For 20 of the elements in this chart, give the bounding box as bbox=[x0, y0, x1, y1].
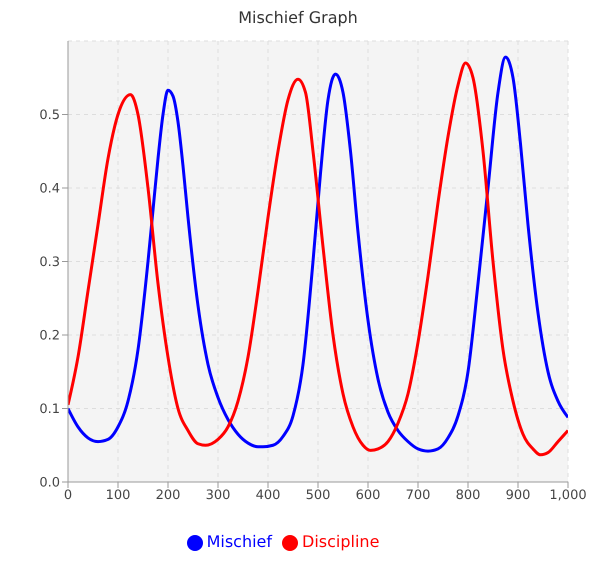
x-tick-label: 900 bbox=[506, 488, 530, 504]
x-tick-label: 700 bbox=[406, 488, 430, 504]
x-tick-label: 1,000 bbox=[549, 488, 587, 504]
x-tick-label: 300 bbox=[206, 488, 230, 504]
x-tick-label: 100 bbox=[106, 488, 130, 504]
y-tick-label: 0.1 bbox=[39, 402, 60, 418]
x-tick-label: 400 bbox=[256, 488, 280, 504]
y-tick-label: 0.2 bbox=[39, 328, 60, 344]
x-tick-label: 500 bbox=[306, 488, 330, 504]
x-tick-label: 600 bbox=[356, 488, 380, 504]
x-tick-label: 800 bbox=[456, 488, 480, 504]
y-tick-label: 0.3 bbox=[39, 255, 60, 270]
legend-label: Mischief bbox=[206, 532, 272, 551]
legend-label: Discipline bbox=[302, 532, 380, 551]
y-tick-label: 0.0 bbox=[39, 476, 60, 491]
chart-title: Mischief Graph bbox=[237, 8, 359, 27]
y-tick-label: 0.4 bbox=[39, 182, 60, 197]
x-tick-label: 0 bbox=[64, 488, 72, 504]
x-tick-label: 200 bbox=[156, 488, 180, 504]
y-tick-label: 0.5 bbox=[39, 108, 60, 124]
